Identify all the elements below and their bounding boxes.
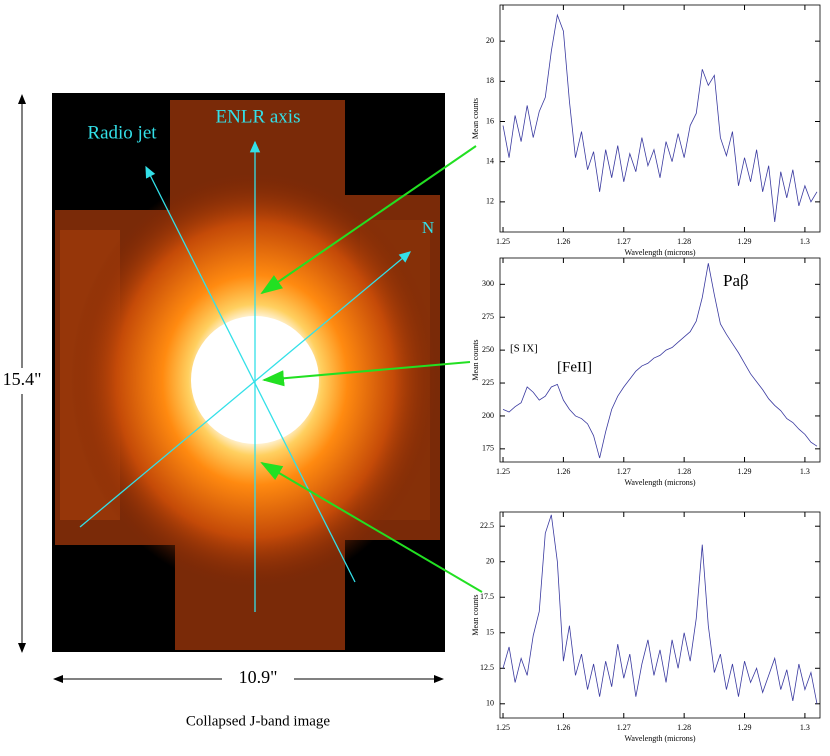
x-tick-label: 1.25: [496, 467, 510, 476]
x-tick-label: 1.3: [800, 723, 810, 732]
spectrum-line: [502, 13, 818, 223]
y-tick-label: 16: [486, 116, 494, 125]
plot-frame: [499, 511, 821, 719]
image-label: Radio jet: [87, 122, 157, 143]
x-tick-label: 1.28: [677, 237, 691, 246]
height-label: 15.4": [3, 369, 42, 389]
y-tick-label: 20: [486, 557, 494, 566]
y-tick-label: 300: [482, 279, 494, 288]
x-tick-label: 1.27: [617, 467, 631, 476]
image-label: N: [422, 218, 434, 237]
y-axis-label: Mean counts: [471, 594, 480, 635]
x-tick-label: 1.28: [677, 467, 691, 476]
y-tick-label: 12.5: [480, 663, 494, 672]
x-tick-label: 1.26: [556, 723, 570, 732]
y-tick-label: 15: [486, 628, 494, 637]
x-tick-label: 1.26: [556, 467, 570, 476]
annotation: [FeII]: [557, 359, 592, 375]
y-axis-label: Mean counts: [471, 339, 480, 380]
x-tick-label: 1.25: [496, 723, 510, 732]
x-tick-label: 1.29: [738, 723, 752, 732]
x-axis-label: Wavelength (microns): [624, 478, 695, 487]
x-tick-label: 1.29: [738, 467, 752, 476]
y-tick-label: 225: [482, 378, 494, 387]
x-tick-label: 1.3: [800, 237, 810, 246]
x-axis-label: Wavelength (microns): [624, 734, 695, 743]
x-tick-label: 1.29: [738, 237, 752, 246]
x-tick-label: 1.27: [617, 723, 631, 732]
y-tick-label: 17.5: [480, 592, 494, 601]
x-tick-label: 1.26: [556, 237, 570, 246]
y-axis-label: Mean counts: [471, 98, 480, 139]
annotation: [S IX]: [510, 343, 538, 355]
plot-frame: [499, 4, 821, 233]
plot-frame: [499, 257, 821, 463]
overlay: Radio jet ENLR axis N 15.4" 10.9" Collap…: [2, 94, 483, 729]
annotation: Paβ: [723, 271, 749, 290]
y-tick-label: 14: [486, 157, 494, 166]
x-tick-label: 1.27: [617, 237, 631, 246]
spectrum-line: [502, 263, 818, 459]
image-label: ENLR axis: [216, 106, 301, 127]
x-axis-label: Wavelength (microns): [624, 248, 695, 257]
y-tick-label: 175: [482, 444, 494, 453]
y-tick-label: 275: [482, 312, 494, 321]
y-tick-label: 18: [486, 76, 494, 85]
spectrum-line: [502, 514, 818, 704]
y-tick-label: 10: [486, 699, 494, 708]
width-label: 10.9": [239, 667, 278, 687]
x-tick-label: 1.25: [496, 237, 510, 246]
y-tick-label: 20: [486, 36, 494, 45]
y-tick-label: 250: [482, 345, 494, 354]
y-tick-label: 12: [486, 197, 494, 206]
x-tick-label: 1.3: [800, 467, 810, 476]
x-tick-label: 1.28: [677, 723, 691, 732]
caption: Collapsed J-band image: [186, 713, 330, 729]
y-tick-label: 200: [482, 411, 494, 420]
y-tick-label: 22.5: [480, 521, 494, 530]
j-band-image: [52, 93, 445, 652]
